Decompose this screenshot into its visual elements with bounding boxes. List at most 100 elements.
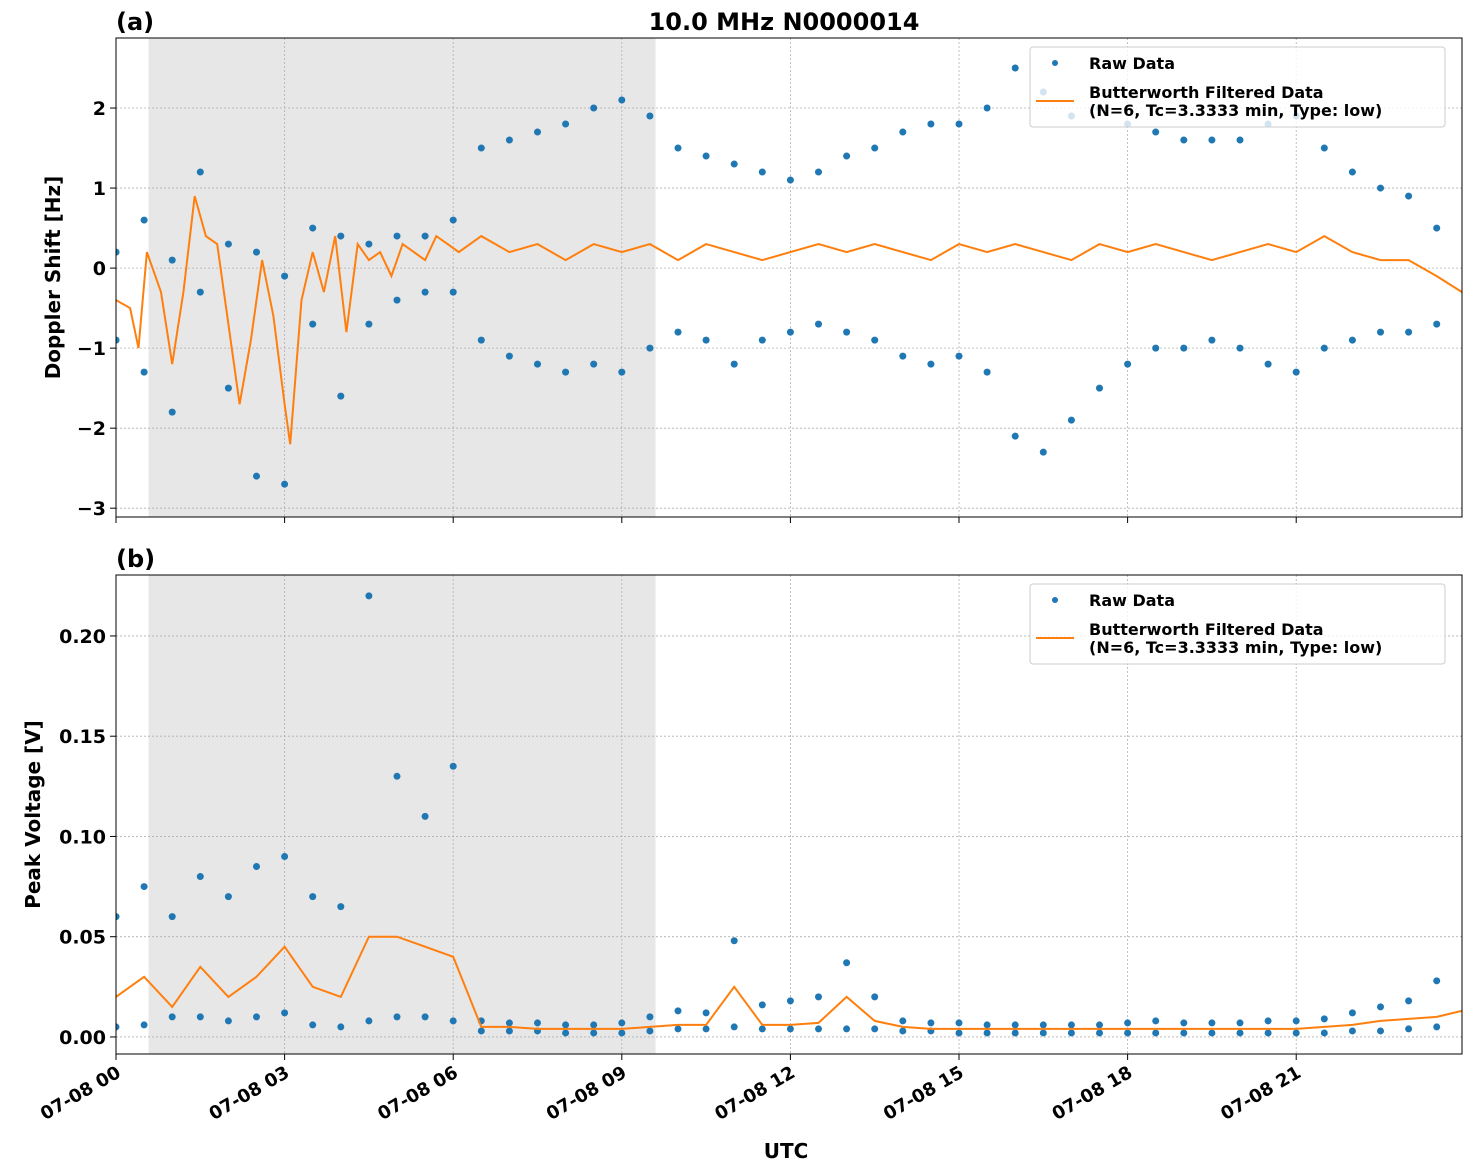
raw-point: [477, 1027, 485, 1035]
x-tick-label: 07-08 18: [1049, 1062, 1136, 1125]
chart-title: 10.0 MHz N0000014: [649, 8, 920, 36]
raw-point: [393, 772, 401, 780]
raw-point: [1348, 1009, 1356, 1017]
raw-point: [309, 320, 317, 328]
raw-point: [1405, 997, 1413, 1005]
raw-point: [196, 873, 204, 881]
raw-point: [1433, 977, 1441, 985]
raw-point: [1124, 1029, 1132, 1037]
raw-point: [393, 296, 401, 304]
raw-point: [116, 248, 120, 256]
y-tick-label: 0.10: [59, 826, 106, 848]
axes-frame: [115, 574, 1463, 1055]
raw-point: [477, 336, 485, 344]
raw-point: [562, 1021, 570, 1029]
raw-point: [955, 120, 963, 128]
raw-point: [1405, 192, 1413, 200]
y-tick-label: −3: [77, 498, 106, 520]
raw-point: [843, 328, 851, 336]
raw-point: [449, 1017, 457, 1025]
raw-point: [1264, 1029, 1272, 1037]
raw-point: [1096, 384, 1104, 392]
raw-point: [871, 336, 879, 344]
raw-point: [449, 288, 457, 296]
raw-point: [955, 1029, 963, 1037]
raw-point: [646, 1027, 654, 1035]
raw-point: [927, 360, 935, 368]
raw-point: [730, 937, 738, 945]
raw-point: [730, 160, 738, 168]
raw-point: [590, 1021, 598, 1029]
raw-point: [983, 1029, 991, 1037]
raw-point: [281, 853, 289, 861]
raw-point: [196, 288, 204, 296]
raw-point: [196, 168, 204, 176]
raw-point: [253, 472, 261, 480]
raw-point: [449, 762, 457, 770]
raw-point: [1348, 336, 1356, 344]
raw-point: [758, 168, 766, 176]
y-tick-label: 0.00: [59, 1027, 106, 1049]
raw-point: [365, 320, 373, 328]
raw-point: [1433, 320, 1441, 328]
raw-point: [534, 360, 542, 368]
y-tick-label: 2: [93, 98, 106, 120]
raw-point: [1096, 1021, 1104, 1029]
raw-point: [140, 216, 148, 224]
raw-point: [843, 1025, 851, 1033]
raw-point: [1208, 136, 1216, 144]
filtered-line: [116, 195, 1462, 445]
raw-point: [786, 997, 794, 1005]
shaded-span: [148, 38, 656, 517]
axes-frame: [115, 37, 1463, 518]
raw-point: [1377, 1027, 1385, 1035]
raw-point: [1236, 136, 1244, 144]
raw-point: [927, 120, 935, 128]
raw-point: [168, 1013, 176, 1021]
raw-point: [140, 1021, 148, 1029]
raw-point: [309, 893, 317, 901]
raw-point: [590, 360, 598, 368]
raw-point: [505, 1027, 513, 1035]
raw-point: [562, 120, 570, 128]
raw-point: [1320, 144, 1328, 152]
raw-point: [337, 232, 345, 240]
y-tick-label: 0.15: [59, 726, 106, 748]
x-tick-label: 07-08 21: [1217, 1062, 1304, 1125]
raw-point: [534, 1019, 542, 1027]
y-tick-label: 0.20: [59, 626, 106, 648]
raw-point: [1292, 368, 1300, 376]
raw-point: [1011, 1021, 1019, 1029]
raw-point: [253, 863, 261, 871]
plot-area: [116, 592, 1462, 1037]
raw-point: [281, 480, 289, 488]
raw-point: [590, 1029, 598, 1037]
raw-point: [253, 1013, 261, 1021]
raw-point: [365, 1017, 373, 1025]
raw-point: [116, 1023, 120, 1031]
raw-point: [899, 1017, 907, 1025]
raw-point: [1180, 344, 1188, 352]
raw-point: [702, 1025, 710, 1033]
raw-point: [1264, 360, 1272, 368]
raw-point: [702, 152, 710, 160]
raw-point: [224, 893, 232, 901]
x-tick-label: 07-08 03: [206, 1062, 293, 1125]
raw-point: [337, 1023, 345, 1031]
raw-point: [1208, 1019, 1216, 1027]
raw-point: [309, 1021, 317, 1029]
y-tick-label: 0: [93, 258, 106, 280]
raw-point: [562, 368, 570, 376]
legend-label: Raw Data: [1089, 54, 1175, 73]
raw-point: [758, 1025, 766, 1033]
raw-point: [730, 360, 738, 368]
raw-point: [646, 112, 654, 120]
raw-point: [1320, 1015, 1328, 1023]
raw-point: [1292, 1017, 1300, 1025]
raw-point: [1124, 360, 1132, 368]
raw-point: [983, 1021, 991, 1029]
raw-point: [618, 1029, 626, 1037]
raw-point: [786, 176, 794, 184]
raw-point: [1208, 1029, 1216, 1037]
raw-point: [955, 1019, 963, 1027]
